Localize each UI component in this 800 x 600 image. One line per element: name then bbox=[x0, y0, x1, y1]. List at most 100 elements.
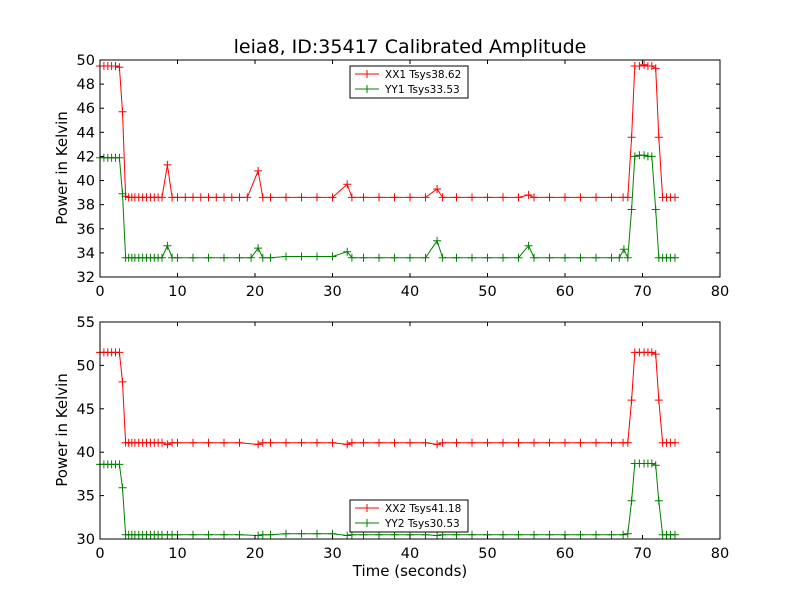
y-tick-label: 48 bbox=[77, 77, 95, 93]
x-tick-label: 80 bbox=[711, 284, 729, 300]
data-point bbox=[607, 438, 616, 447]
data-point bbox=[647, 459, 656, 468]
x-tick-label: 60 bbox=[556, 284, 574, 300]
data-point bbox=[514, 438, 523, 447]
data-point bbox=[671, 530, 679, 539]
legend-entry: YY1 Tsys33.53 bbox=[355, 84, 460, 96]
x-tick-label: 70 bbox=[633, 546, 651, 562]
data-point bbox=[390, 253, 399, 262]
data-point bbox=[468, 438, 476, 447]
data-point bbox=[468, 530, 476, 539]
data-point bbox=[282, 252, 290, 261]
y-tick-label: 50 bbox=[77, 358, 95, 374]
legend-entry: XX2 Tsys41.18 bbox=[355, 503, 461, 515]
x-tick-label: 20 bbox=[246, 546, 264, 562]
data-point bbox=[313, 438, 321, 447]
data-point bbox=[347, 193, 356, 202]
plot-area bbox=[96, 348, 679, 540]
y-tick-label: 40 bbox=[77, 174, 95, 190]
data-point bbox=[561, 438, 569, 447]
y-tick-label: 38 bbox=[77, 198, 95, 214]
data-point bbox=[647, 152, 656, 161]
data-point bbox=[189, 438, 197, 447]
data-point bbox=[163, 241, 172, 250]
data-point bbox=[452, 193, 461, 202]
data-point bbox=[499, 530, 507, 539]
y-tick-label: 55 bbox=[77, 315, 95, 331]
x-ticks: 0 10 20 30 40 50 60 70 80 bbox=[95, 60, 729, 300]
data-point bbox=[630, 152, 639, 161]
data-point bbox=[235, 530, 244, 539]
legend-label: XX1 Tsys38.62 bbox=[385, 69, 461, 81]
data-point bbox=[640, 60, 649, 69]
data-point bbox=[115, 348, 124, 357]
data-point bbox=[158, 438, 166, 447]
data-point bbox=[313, 193, 321, 202]
data-point bbox=[545, 253, 554, 262]
data-point bbox=[651, 350, 660, 359]
data-point bbox=[390, 438, 399, 447]
data-point bbox=[254, 440, 263, 449]
data-point bbox=[196, 193, 205, 202]
legend: XX1 Tsys38.62 YY1 Tsys33.53 bbox=[349, 65, 469, 99]
legend-box bbox=[349, 499, 469, 533]
data-point bbox=[499, 438, 507, 447]
data-point bbox=[421, 193, 430, 202]
legend-marker bbox=[363, 85, 371, 93]
data-point bbox=[607, 253, 616, 262]
data-point bbox=[561, 193, 569, 202]
data-point bbox=[220, 193, 228, 202]
legend-marker bbox=[363, 70, 371, 78]
data-point bbox=[254, 166, 263, 175]
data-point bbox=[359, 193, 368, 202]
data-point bbox=[524, 241, 533, 250]
data-point bbox=[247, 253, 256, 262]
data-point bbox=[468, 193, 476, 202]
data-point bbox=[671, 253, 679, 262]
data-point bbox=[258, 530, 267, 539]
data-point bbox=[433, 236, 442, 245]
legend: XX2 Tsys41.18 YY2 Tsys30.53 bbox=[349, 499, 469, 533]
y-axis-label: Power in Kelvin bbox=[53, 373, 71, 487]
data-point bbox=[313, 529, 321, 538]
data-point bbox=[220, 530, 228, 539]
data-point bbox=[452, 253, 461, 262]
data-point bbox=[173, 193, 182, 202]
data-point bbox=[111, 62, 120, 70]
chart-title: leia8, ID:35417 Calibrated Amplitude bbox=[234, 36, 587, 58]
data-point bbox=[627, 396, 636, 405]
data-point bbox=[375, 438, 383, 447]
data-point bbox=[623, 253, 632, 262]
data-point bbox=[181, 193, 190, 202]
y-tick-label: 50 bbox=[77, 53, 95, 69]
data-point bbox=[576, 438, 585, 447]
data-point bbox=[433, 531, 442, 540]
data-point bbox=[654, 396, 663, 405]
legend-label: XX2 Tsys41.18 bbox=[385, 503, 461, 515]
data-point bbox=[433, 185, 442, 193]
data-point bbox=[647, 348, 656, 357]
y-tick-label: 32 bbox=[77, 270, 95, 286]
data-point bbox=[592, 530, 600, 539]
data-point bbox=[483, 193, 492, 202]
bottom-chart: Power in Kelvin Time (seconds) 0 10 20 30 40… bbox=[53, 315, 729, 580]
data-point bbox=[421, 253, 430, 262]
data-point bbox=[118, 377, 127, 386]
data-point bbox=[297, 438, 306, 447]
data-point bbox=[266, 530, 275, 539]
x-tick-label: 10 bbox=[168, 546, 186, 562]
y-axis-label: Power in Kelvin bbox=[53, 111, 71, 225]
data-point bbox=[619, 245, 628, 254]
x-tick-label: 30 bbox=[323, 546, 341, 562]
legend-label: YY1 Tsys33.53 bbox=[384, 84, 460, 96]
data-point bbox=[343, 531, 352, 540]
data-point bbox=[235, 438, 244, 447]
y-tick-label: 44 bbox=[77, 125, 95, 141]
data-point bbox=[654, 496, 663, 505]
data-point bbox=[468, 253, 476, 262]
data-point bbox=[258, 438, 267, 447]
x-tick-label: 60 bbox=[556, 546, 574, 562]
data-point bbox=[266, 253, 275, 262]
data-point bbox=[561, 253, 569, 262]
data-point bbox=[173, 438, 182, 447]
